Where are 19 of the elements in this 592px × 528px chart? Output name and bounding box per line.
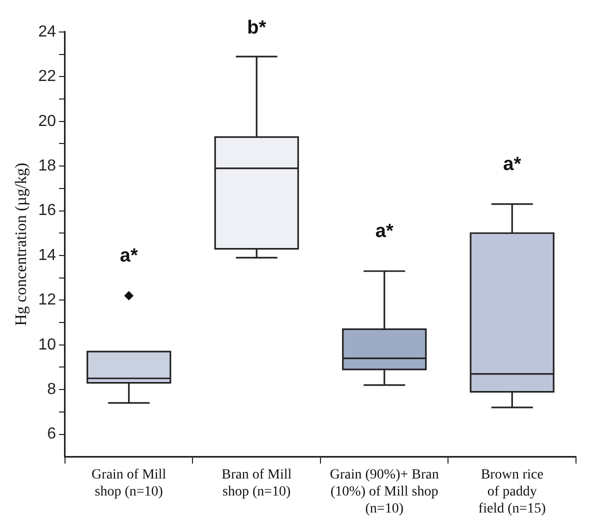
annotation: a* <box>120 245 138 266</box>
x-tick-label: Grain (90%)+ Bran (10%) of Mill shop (n=10) <box>330 468 439 516</box>
y-tick-label: 24 <box>38 23 56 40</box>
x-tick-label: Brown rice of paddy field (n=15) <box>478 468 546 516</box>
y-tick-label: 12 <box>38 292 56 309</box>
annotation: b* <box>247 18 267 39</box>
x-tick-label: Grain of Mill shop (n=10) <box>92 468 166 500</box>
y-tick-label: 14 <box>38 246 56 264</box>
annotation: a* <box>503 154 522 175</box>
y-axis-title: Hg concentration (µg/kg) <box>12 162 30 326</box>
y-tick-label: 16 <box>38 202 56 220</box>
annotation: a* <box>375 220 394 242</box>
y-tick-label: 8 <box>47 380 56 398</box>
y-tick-label: 10 <box>38 336 56 354</box>
y-tick-label: 22 <box>38 68 56 86</box>
y-tick-label: 20 <box>38 112 56 130</box>
x-tick-label: Bran of Mill shop (n=10) <box>222 468 292 500</box>
y-tick-label: 18 <box>38 157 56 174</box>
y-tick-label: 6 <box>47 426 56 443</box>
